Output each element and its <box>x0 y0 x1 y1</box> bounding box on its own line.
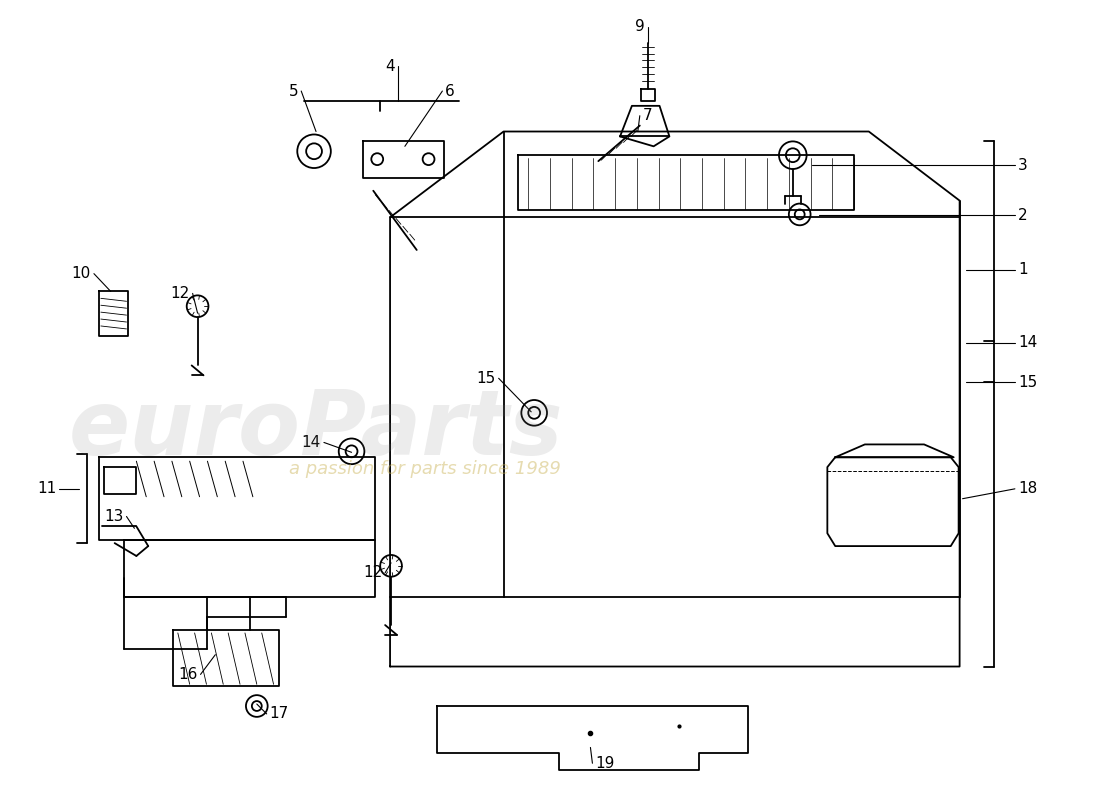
Text: 4: 4 <box>385 59 395 74</box>
Text: 9: 9 <box>635 19 645 34</box>
Text: 3: 3 <box>1018 158 1027 173</box>
Text: 6: 6 <box>446 83 455 98</box>
Text: 15: 15 <box>476 370 496 386</box>
Text: euroParts: euroParts <box>68 386 563 474</box>
Text: 16: 16 <box>178 667 198 682</box>
Text: 12: 12 <box>170 286 189 301</box>
Text: 7: 7 <box>642 108 652 123</box>
Text: 18: 18 <box>1018 482 1037 496</box>
Text: a passion for parts since 1989: a passion for parts since 1989 <box>288 460 561 478</box>
Text: 14: 14 <box>1018 335 1037 350</box>
Text: 14: 14 <box>301 435 321 450</box>
Text: 11: 11 <box>37 482 56 496</box>
Text: 17: 17 <box>270 706 289 722</box>
Text: 19: 19 <box>595 756 615 770</box>
Circle shape <box>381 555 402 577</box>
Text: 5: 5 <box>288 83 298 98</box>
Text: 10: 10 <box>72 266 91 281</box>
Text: 1: 1 <box>1018 262 1027 278</box>
Text: 15: 15 <box>1018 374 1037 390</box>
Text: 12: 12 <box>363 566 382 580</box>
Circle shape <box>187 295 208 317</box>
Text: 13: 13 <box>104 509 123 524</box>
Text: 2: 2 <box>1018 208 1027 223</box>
